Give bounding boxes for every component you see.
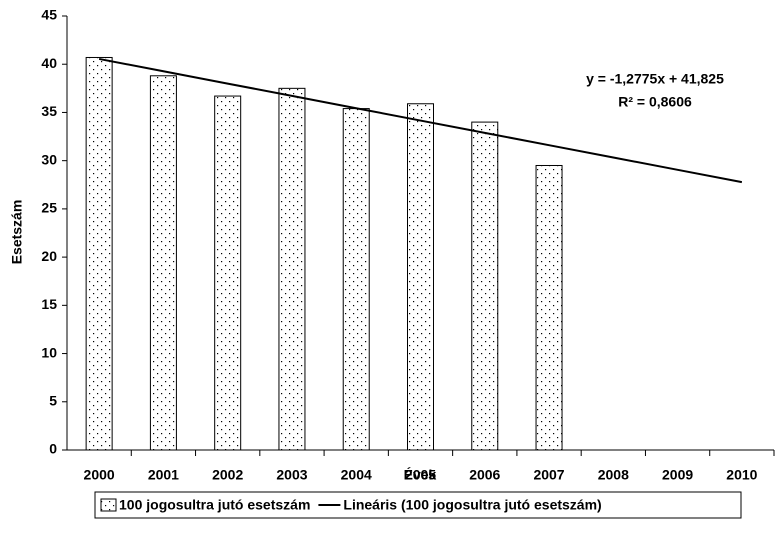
y-axis-label: Esetszám (9, 200, 25, 265)
x-axis-label: Évek (404, 467, 437, 483)
legend-swatch (100, 498, 117, 512)
y-tick-label: 20 (41, 248, 57, 264)
y-tick-label: 35 (41, 103, 57, 119)
y-tick-label: 0 (49, 441, 57, 457)
x-tick-label: 2006 (469, 467, 500, 483)
bar (85, 56, 113, 451)
x-tick-label: 2008 (598, 467, 629, 483)
y-tick-label: 25 (41, 200, 57, 216)
legend-box (94, 491, 742, 519)
y-tick-label: 30 (41, 151, 57, 167)
legend-label: 100 jogosultra jutó esetszám (119, 497, 310, 513)
bar (214, 95, 242, 451)
x-tick-label: 2005 (405, 467, 436, 483)
bar (149, 75, 177, 451)
bar (278, 87, 306, 451)
y-tick-label: 10 (41, 344, 57, 360)
y-tick-label: 5 (49, 392, 57, 408)
trend-equation: y = -1,2775x + 41,825 (586, 71, 724, 87)
y-tick-label: 45 (41, 7, 57, 23)
trend-line (98, 57, 743, 184)
legend-label: Lineáris (100 jogosultra jutó esetszám) (343, 497, 601, 513)
y-tick-label: 15 (41, 296, 57, 312)
x-tick-label: 2009 (662, 467, 693, 483)
y-tick-label: 40 (41, 55, 57, 71)
trend-r2: R² = 0,8606 (618, 94, 692, 110)
x-tick-label: 2004 (341, 467, 372, 483)
x-tick-label: 2003 (276, 467, 307, 483)
x-tick-label: 2010 (726, 467, 757, 483)
x-tick-label: 2007 (533, 467, 564, 483)
bar (342, 108, 370, 451)
x-tick-label: 2001 (148, 467, 179, 483)
x-tick-label: 2000 (84, 467, 115, 483)
bar (471, 121, 499, 451)
bar (535, 164, 563, 451)
bar (407, 103, 434, 451)
x-tick-label: 2002 (212, 467, 243, 483)
